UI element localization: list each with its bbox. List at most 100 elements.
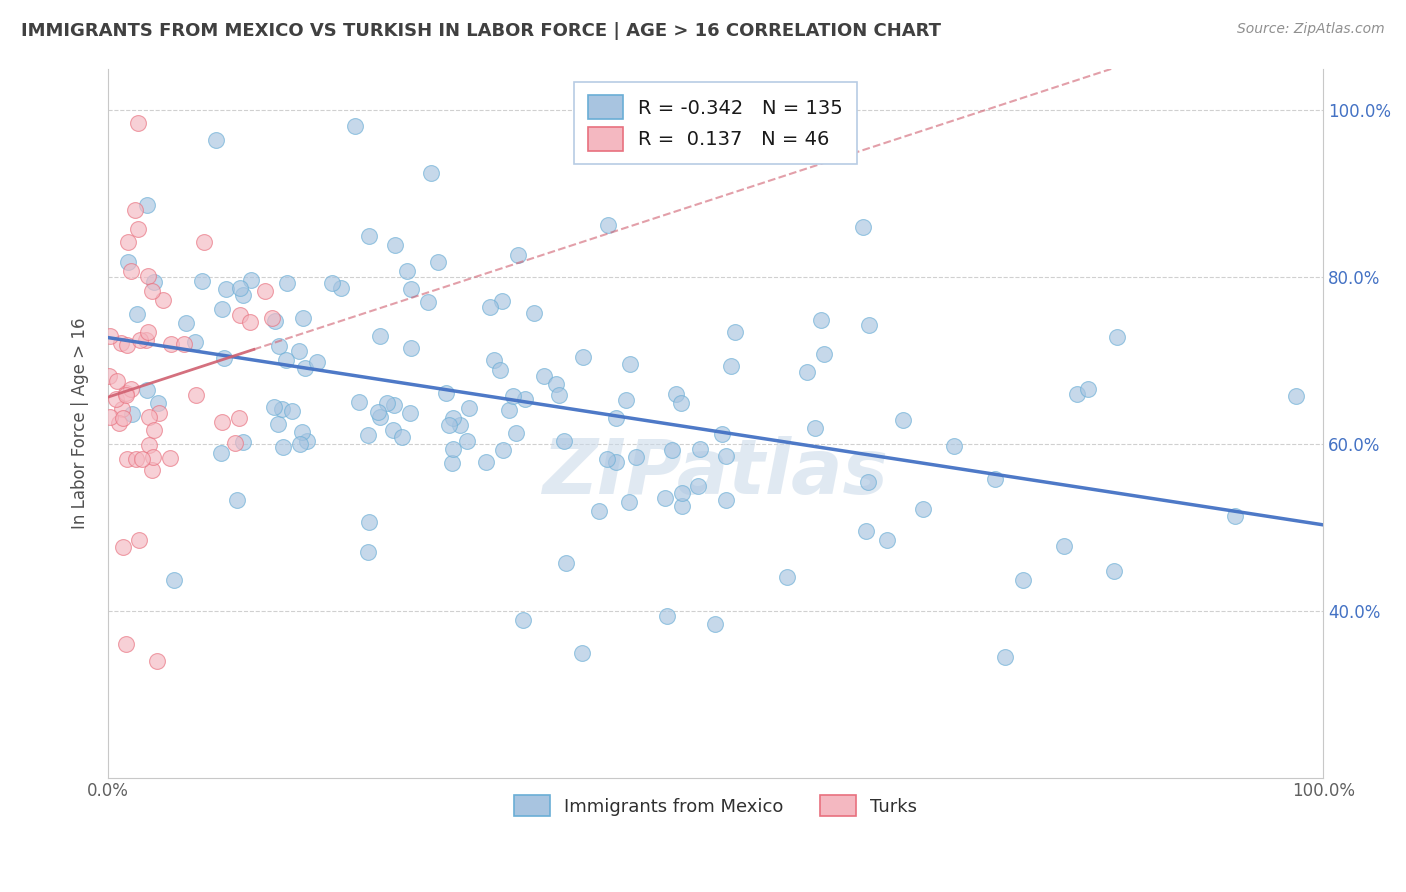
- Point: [437, 418, 460, 433]
- Point: [370, 410, 392, 425]
- Point: [270, 402, 292, 417]
- Point: [209, 446, 232, 460]
- Point: [115, 386, 138, 401]
- Point: [214, 282, 236, 296]
- Point: [111, 401, 134, 416]
- Point: [110, 335, 132, 350]
- Point: [368, 329, 391, 343]
- Point: [395, 264, 418, 278]
- Point: [131, 452, 153, 467]
- Point: [796, 366, 818, 380]
- Point: [367, 404, 389, 418]
- Text: IMMIGRANTS FROM MEXICO VS TURKISH IN LABOR FORCE | AGE > 16 CORRELATION CHART: IMMIGRANTS FROM MEXICO VS TURKISH IN LAB…: [21, 22, 941, 40]
- Point: [436, 386, 458, 401]
- Point: [617, 495, 640, 509]
- Point: [523, 306, 546, 320]
- Point: [669, 396, 692, 410]
- Point: [399, 406, 422, 420]
- Point: [533, 369, 555, 384]
- Point: [489, 363, 512, 377]
- Point: [141, 285, 163, 299]
- Point: [267, 417, 290, 431]
- Point: [274, 352, 297, 367]
- Point: [104, 392, 127, 406]
- Point: [457, 401, 479, 416]
- Point: [605, 455, 627, 469]
- Point: [942, 439, 965, 453]
- Point: [891, 413, 914, 427]
- Point: [184, 388, 207, 402]
- Text: ZIPatlas: ZIPatlas: [543, 435, 889, 509]
- Point: [295, 434, 318, 448]
- Point: [111, 411, 134, 425]
- Point: [115, 338, 138, 352]
- Point: [571, 350, 593, 364]
- Point: [506, 248, 529, 262]
- Point: [382, 398, 405, 412]
- Point: [810, 313, 832, 327]
- Point: [205, 133, 228, 147]
- Point: [127, 116, 149, 130]
- Point: [858, 318, 880, 332]
- Point: [382, 423, 405, 437]
- Point: [229, 281, 252, 295]
- Point: [343, 120, 366, 134]
- Point: [115, 452, 138, 467]
- Point: [357, 544, 380, 558]
- Point: [224, 436, 246, 450]
- Point: [174, 317, 197, 331]
- Point: [107, 374, 129, 388]
- Point: [614, 392, 637, 407]
- Point: [225, 492, 247, 507]
- Point: [475, 455, 498, 469]
- Point: [657, 608, 679, 623]
- Point: [135, 383, 157, 397]
- Point: [173, 336, 195, 351]
- Point: [124, 203, 146, 218]
- Point: [145, 654, 167, 668]
- Point: [117, 254, 139, 268]
- Point: [108, 416, 131, 430]
- Text: Source: ZipAtlas.com: Source: ZipAtlas.com: [1237, 22, 1385, 37]
- Point: [588, 504, 610, 518]
- Point: [984, 472, 1007, 486]
- Point: [127, 307, 149, 321]
- Point: [117, 235, 139, 250]
- Point: [228, 411, 250, 425]
- Point: [239, 316, 262, 330]
- Point: [502, 389, 524, 403]
- Point: [152, 293, 174, 307]
- Point: [484, 352, 506, 367]
- Point: [852, 220, 875, 235]
- Point: [142, 450, 165, 465]
- Point: [160, 337, 183, 351]
- Point: [661, 442, 683, 457]
- Point: [193, 235, 215, 249]
- Point: [876, 533, 898, 547]
- Point: [138, 437, 160, 451]
- Point: [357, 515, 380, 529]
- Point: [1105, 330, 1128, 344]
- Point: [441, 442, 464, 456]
- Point: [720, 359, 742, 373]
- Point: [399, 341, 422, 355]
- Point: [228, 308, 250, 322]
- Point: [135, 334, 157, 348]
- Point: [288, 343, 311, 358]
- Point: [375, 396, 398, 410]
- Point: [128, 333, 150, 347]
- Point: [1077, 382, 1099, 396]
- Point: [456, 434, 478, 448]
- Point: [384, 238, 406, 252]
- Point: [288, 437, 311, 451]
- Point: [143, 276, 166, 290]
- Point: [148, 406, 170, 420]
- Point: [479, 300, 502, 314]
- Point: [146, 396, 169, 410]
- Point: [605, 410, 627, 425]
- Point: [136, 198, 159, 212]
- Point: [441, 456, 464, 470]
- Point: [191, 274, 214, 288]
- Point: [856, 475, 879, 489]
- Point: [98, 369, 121, 384]
